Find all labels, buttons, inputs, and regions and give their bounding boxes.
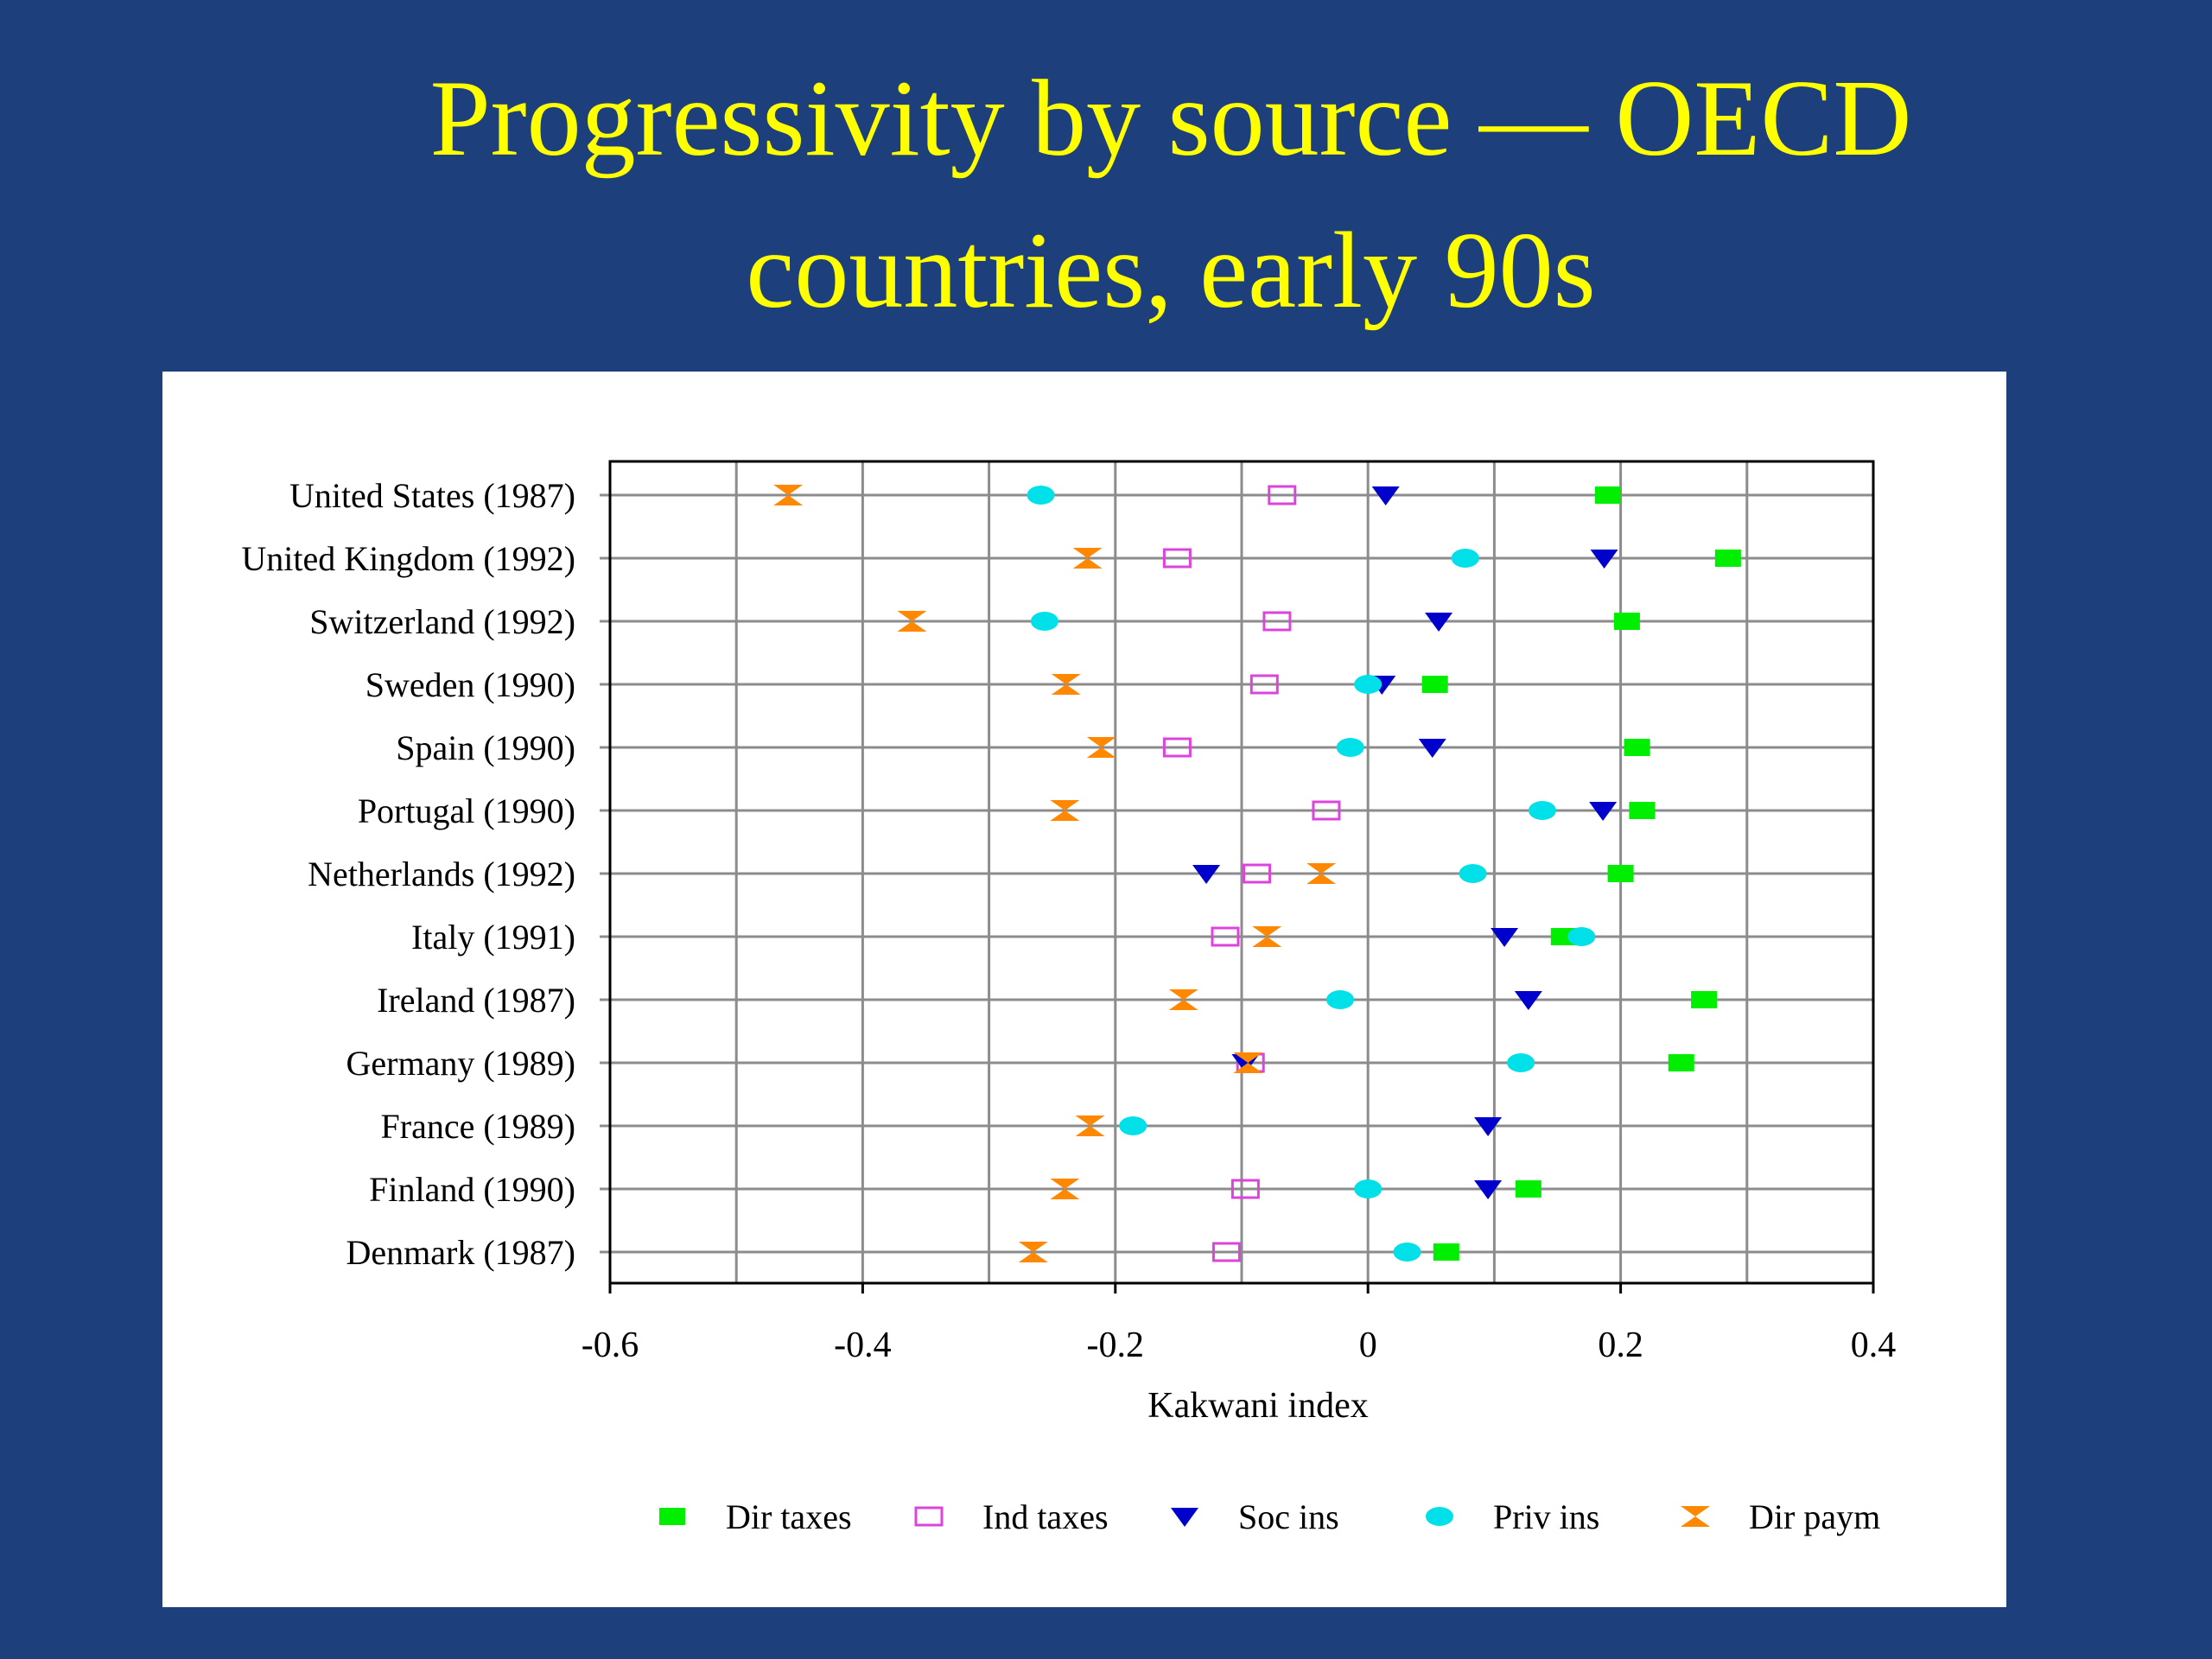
- point-dir-paym-netherlands-1992: [1306, 863, 1337, 884]
- x-tick-label: -0.2: [1087, 1325, 1145, 1365]
- point-soc-ins-united-states-1987: [1371, 486, 1400, 505]
- data-markers: [773, 485, 1741, 1262]
- point-priv-ins-spain-1990: [1336, 738, 1364, 757]
- category-label-netherlands-1992: Netherlands (1992): [308, 855, 575, 893]
- x-tick-label: 0: [1359, 1325, 1377, 1365]
- slide-title-line-2: countries, early 90s: [746, 211, 1596, 331]
- category-label-france-1989: France (1989): [381, 1107, 575, 1146]
- legend-marker-dir-taxes: [659, 1508, 685, 1525]
- point-soc-ins-ireland-1987: [1514, 991, 1542, 1010]
- point-dir-taxes-netherlands-1992: [1607, 865, 1634, 882]
- point-priv-ins-denmark-1987: [1393, 1243, 1421, 1262]
- point-dir-taxes-united-states-1987: [1594, 486, 1621, 504]
- point-ind-taxes-spain-1990: [1162, 737, 1192, 758]
- point-soc-ins-spain-1990: [1418, 739, 1446, 758]
- point-dir-taxes-finland-1990: [1515, 1180, 1541, 1198]
- category-labels: United States (1987) United Kingdom (1992…: [241, 476, 575, 1272]
- point-priv-ins-united-states-1987: [1027, 486, 1055, 505]
- point-ind-taxes-portugal-1990: [1312, 800, 1341, 821]
- point-ind-taxes-sweden-1990: [1249, 674, 1279, 695]
- legend-label-dir-paym: Dir paym: [1749, 1497, 1880, 1536]
- point-ind-taxes-finland-1990: [1230, 1179, 1260, 1199]
- category-label-spain-1990: Spain (1990): [396, 728, 575, 767]
- x-tick-label: -0.6: [582, 1325, 639, 1365]
- point-ind-taxes-denmark-1987: [1211, 1242, 1241, 1262]
- point-dir-taxes-germany-1989: [1668, 1054, 1694, 1071]
- point-soc-ins-italy-1991: [1491, 928, 1519, 947]
- x-tick-label: -0.4: [834, 1325, 892, 1365]
- legend-label-ind-taxes: Ind taxes: [982, 1497, 1109, 1536]
- x-axis-label: Kakwani index: [1147, 1386, 1368, 1426]
- point-soc-ins-france-1989: [1474, 1117, 1503, 1136]
- category-label-finland-1990: Finland (1990): [369, 1170, 575, 1209]
- category-label-sweden-1990: Sweden (1990): [365, 665, 575, 704]
- point-dir-taxes-spain-1990: [1624, 739, 1650, 756]
- category-label-switzerland-1992: Switzerland (1992): [309, 602, 575, 641]
- point-dir-paym-united-states-1987: [773, 485, 804, 505]
- point-dir-taxes-sweden-1990: [1421, 676, 1448, 693]
- legend-marker-dir-paym: [1681, 1506, 1710, 1527]
- point-ind-taxes-italy-1991: [1211, 926, 1240, 947]
- plot-frame-layer: [608, 460, 1875, 1294]
- point-dir-taxes-portugal-1990: [1629, 802, 1656, 819]
- x-tick-label: 0.4: [1851, 1325, 1897, 1365]
- point-priv-ins-netherlands-1992: [1459, 864, 1487, 883]
- kakwani-dot-plot: United States (1987) United Kingdom (1992…: [241, 460, 1897, 1536]
- grid-layer: [600, 461, 1873, 1283]
- point-soc-ins-finland-1990: [1474, 1180, 1503, 1199]
- point-priv-ins-italy-1991: [1567, 927, 1596, 946]
- point-dir-taxes-united-kingdom-1992: [1714, 550, 1741, 567]
- point-priv-ins-portugal-1990: [1528, 801, 1556, 820]
- point-soc-ins-united-kingdom-1992: [1590, 550, 1618, 569]
- x-tick-label: 0.2: [1598, 1325, 1643, 1365]
- category-label-portugal-1990: Portugal (1990): [358, 791, 575, 830]
- point-dir-paym-germany-1989: [1233, 1052, 1263, 1073]
- point-priv-ins-united-kingdom-1992: [1451, 549, 1479, 568]
- point-dir-paym-portugal-1990: [1050, 800, 1080, 821]
- category-label-italy-1991: Italy (1991): [411, 918, 575, 957]
- point-priv-ins-france-1989: [1119, 1116, 1147, 1135]
- point-soc-ins-switzerland-1992: [1425, 613, 1453, 632]
- legend: Dir taxes Ind taxes Soc ins Priv ins Dir pay…: [659, 1497, 1880, 1536]
- legend-label-soc-ins: Soc ins: [1238, 1497, 1339, 1536]
- point-priv-ins-finland-1990: [1354, 1179, 1382, 1198]
- slide-title-line-1: Progressivity by source — OECD: [429, 59, 1912, 179]
- slide-title: Progressivity by source — OECD countries…: [225, 43, 2117, 347]
- point-soc-ins-netherlands-1992: [1192, 865, 1221, 884]
- category-label-ireland-1987: Ireland (1987): [377, 981, 575, 1020]
- point-dir-paym-ireland-1987: [1168, 989, 1198, 1010]
- point-dir-taxes-ireland-1987: [1691, 991, 1718, 1008]
- legend-marker-ind-taxes: [914, 1506, 944, 1527]
- point-dir-paym-italy-1991: [1252, 926, 1282, 947]
- legend-marker-soc-ins: [1171, 1508, 1198, 1527]
- point-dir-paym-france-1989: [1075, 1116, 1105, 1136]
- point-ind-taxes-netherlands-1992: [1243, 863, 1272, 884]
- point-dir-taxes-denmark-1987: [1433, 1243, 1459, 1261]
- point-dir-taxes-switzerland-1992: [1613, 613, 1640, 630]
- point-ind-taxes-united-kingdom-1992: [1162, 548, 1192, 569]
- point-dir-paym-sweden-1990: [1051, 674, 1081, 695]
- plot-frame: [608, 460, 1875, 1285]
- point-ind-taxes-united-states-1987: [1268, 485, 1297, 505]
- point-dir-paym-denmark-1987: [1018, 1242, 1048, 1262]
- x-tick-labels: -0.6 -0.4 -0.2 0 0.2 0.4: [582, 1325, 1897, 1365]
- point-priv-ins-ireland-1987: [1326, 990, 1355, 1009]
- point-priv-ins-germany-1989: [1507, 1053, 1535, 1072]
- chart-panel: United States (1987) United Kingdom (1992…: [162, 372, 2006, 1607]
- point-dir-paym-switzerland-1992: [897, 611, 927, 632]
- point-priv-ins-switzerland-1992: [1030, 612, 1058, 631]
- point-ind-taxes-switzerland-1992: [1262, 611, 1292, 632]
- point-dir-paym-finland-1990: [1050, 1179, 1080, 1199]
- point-dir-paym-spain-1990: [1086, 737, 1116, 758]
- category-label-united-kingdom-1992: United Kingdom (1992): [241, 539, 575, 578]
- legend-label-priv-ins: Priv ins: [1493, 1497, 1599, 1536]
- legend-label-dir-taxes: Dir taxes: [726, 1497, 852, 1536]
- point-priv-ins-sweden-1990: [1354, 675, 1382, 694]
- category-label-united-states-1987: United States (1987): [289, 476, 575, 515]
- point-soc-ins-portugal-1990: [1589, 802, 1618, 821]
- point-dir-paym-united-kingdom-1992: [1072, 548, 1103, 569]
- category-label-germany-1989: Germany (1989): [346, 1044, 575, 1083]
- legend-marker-priv-ins: [1426, 1507, 1453, 1526]
- category-label-denmark-1987: Denmark (1987): [346, 1233, 575, 1272]
